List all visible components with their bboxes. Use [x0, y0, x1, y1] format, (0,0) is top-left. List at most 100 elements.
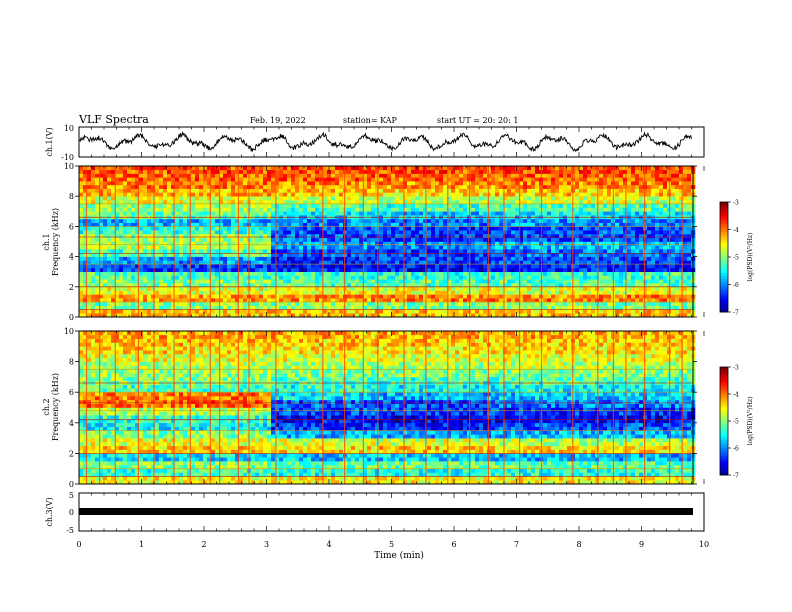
spectrogram-cell	[403, 233, 408, 239]
spectrogram-cell	[523, 199, 528, 205]
spectrogram-cell	[175, 260, 180, 265]
spectrogram-cell	[463, 309, 468, 314]
spectrogram-cell	[275, 199, 280, 205]
spectrogram-cell	[163, 271, 168, 276]
spectrogram-cell	[207, 305, 212, 310]
spectrogram-cell	[507, 305, 512, 310]
spectrogram-cell	[547, 298, 552, 303]
spectrogram-cell	[347, 267, 352, 273]
spectrogram-cell	[271, 188, 276, 193]
spectrogram-cell	[271, 279, 276, 284]
spectrogram-cell	[339, 237, 344, 242]
spectrogram-cell	[179, 283, 184, 288]
spectrogram-cell	[163, 184, 168, 189]
spectrogram-cell	[215, 275, 220, 280]
spectrogram-cell	[187, 264, 192, 269]
spectrogram-cell	[415, 169, 420, 174]
spectrogram-cell	[79, 203, 84, 208]
spectrogram-cell	[131, 256, 136, 261]
spectrogram-cell	[327, 294, 332, 299]
spectrogram-cell	[335, 184, 340, 189]
spectrogram-cell	[183, 207, 188, 212]
spectrogram-cell	[111, 230, 116, 235]
spectrogram-cell	[323, 173, 328, 178]
spectrogram-cell	[135, 233, 140, 239]
spectrogram-cell	[463, 226, 468, 231]
spectrogram-cell	[455, 267, 460, 273]
spectrogram-cell	[459, 283, 464, 288]
spectrogram-cell	[119, 290, 124, 295]
spectrogram-cell	[143, 267, 148, 273]
spectrogram-cell	[231, 283, 236, 288]
spectrogram-cell	[407, 166, 412, 171]
spectrogram-cell	[203, 226, 208, 231]
spectrogram-cell	[407, 233, 412, 239]
spectrogram-cell	[163, 267, 168, 273]
spectrogram-cell	[475, 203, 480, 208]
spectrogram-cell	[499, 184, 504, 189]
spectrogram-cell	[139, 184, 144, 189]
spectrogram-cell	[239, 309, 244, 314]
spectrogram-cell	[495, 301, 500, 306]
spectrogram-cell	[183, 181, 188, 186]
spectrogram-cell	[471, 230, 476, 235]
spectrogram-cell	[87, 196, 92, 201]
spectrogram-cell	[411, 249, 416, 254]
spectrogram-cell	[543, 226, 548, 231]
spectrogram-cell	[551, 309, 556, 314]
spectrogram-cell	[391, 199, 396, 205]
spectrogram-cell	[239, 256, 244, 261]
spectrogram-cell	[551, 203, 556, 208]
spectrogram-cell	[487, 271, 492, 276]
spectrogram-cell	[427, 309, 432, 314]
spectrogram-cell	[267, 294, 272, 299]
spectrogram-cell	[287, 226, 292, 231]
spectrogram-cell	[383, 230, 388, 235]
spectrogram-cell	[367, 222, 372, 227]
spectrogram-cell	[203, 286, 208, 291]
spectrogram-cell	[339, 169, 344, 174]
spectrogram-cell	[527, 184, 532, 189]
spectrogram-cell	[87, 249, 92, 254]
spectrogram-cell	[115, 211, 120, 216]
spectrogram-cell	[207, 233, 212, 239]
spectrogram-cell	[123, 279, 128, 284]
spectrogram-cell	[243, 169, 248, 174]
spectrogram-cell	[479, 218, 484, 223]
spectrogram-cell	[155, 218, 160, 223]
spectrogram-cell	[527, 211, 532, 216]
spectrogram-cell	[243, 233, 248, 239]
spectrogram-cell	[107, 260, 112, 265]
spectrogram-cell	[195, 245, 200, 250]
spectrogram-cell	[443, 188, 448, 193]
spectrogram-cell	[143, 192, 148, 197]
spectrogram-cell	[487, 256, 492, 261]
spectrogram-cell	[495, 267, 500, 273]
spectrogram-cell	[543, 196, 548, 201]
spectrogram-cell	[443, 222, 448, 227]
spectrogram-cell	[271, 184, 276, 189]
spectrogram-cell	[323, 294, 328, 299]
spectrogram-cell	[159, 211, 164, 216]
spectrogram-cell	[143, 218, 148, 223]
spectrogram-cell	[491, 169, 496, 174]
spectrogram-cell	[127, 294, 132, 299]
spectrogram-cell	[215, 226, 220, 231]
spectrogram-cell	[107, 245, 112, 250]
spectrogram-cell	[279, 169, 284, 174]
spectrogram-cell	[511, 218, 516, 223]
spectrogram-cell	[559, 199, 564, 205]
spectrogram-cell	[227, 283, 232, 288]
spectrogram-cell	[235, 203, 240, 208]
spectrogram-cell	[323, 252, 328, 257]
spectrogram-cell	[183, 279, 188, 284]
spectrogram-cell	[267, 177, 272, 182]
spectrogram-cell	[419, 211, 424, 216]
spectrogram-cell	[415, 283, 420, 288]
spectrogram-cell	[267, 305, 272, 310]
spectrogram-cell	[415, 237, 420, 242]
spectrogram-cell	[175, 196, 180, 201]
spectrogram-cell	[547, 166, 552, 171]
spectrogram-cell	[327, 199, 332, 205]
spectrogram-cell	[263, 184, 268, 189]
